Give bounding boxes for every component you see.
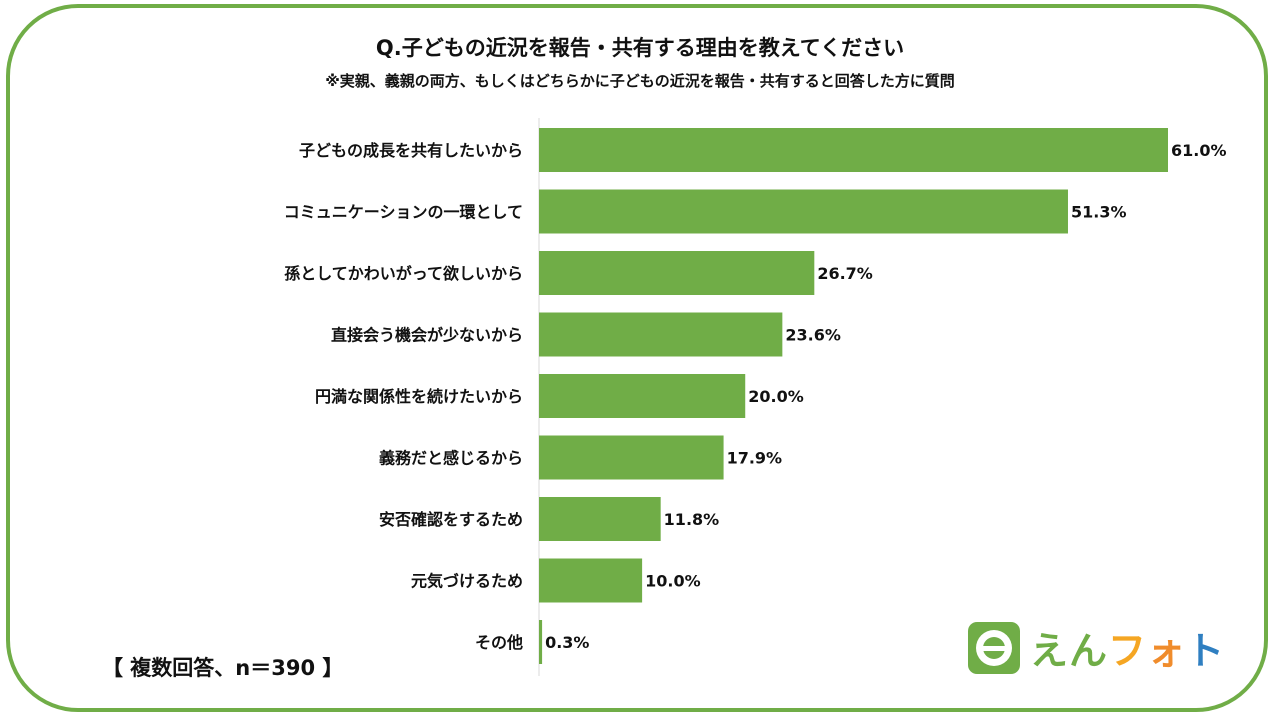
rounded-frame (6, 4, 1268, 712)
bar (539, 251, 815, 295)
chart-subtitle: ※実親、義親の両方、もしくはどちらかに子どもの近況を報告・共有すると回答した方に… (325, 72, 955, 90)
value-label: 61.0% (1171, 141, 1227, 160)
value-label: 26.7% (817, 264, 873, 283)
bar (539, 497, 661, 541)
bar (539, 558, 643, 603)
bar (539, 312, 783, 357)
sample-note: 【 複数回答、n＝390 】 (102, 656, 344, 680)
value-label: 20.0% (748, 387, 804, 406)
bar (539, 374, 746, 418)
value-label: 11.8% (664, 510, 720, 529)
logo-e-icon (968, 621, 1020, 674)
category-label: 義務だと感じるから (379, 449, 523, 468)
enphoto-logo: えんフォト (968, 620, 1225, 675)
bar (539, 128, 1168, 172)
bar (539, 435, 724, 480)
chart-title: Q.子どもの近況を報告・共有する理由を教えてください (375, 36, 905, 60)
category-label: 円満な関係性を続けたいから (315, 387, 523, 406)
category-label: その他 (475, 633, 523, 652)
value-label: 10.0% (645, 572, 701, 591)
category-label: コミュニケーションの一環として (284, 203, 523, 222)
logo-char: ん (1069, 629, 1109, 673)
logo-char: ォ (1147, 629, 1187, 673)
bar (539, 189, 1068, 234)
bar (539, 620, 543, 664)
logo-char: え (1030, 629, 1070, 673)
logo-char: ト (1186, 629, 1226, 673)
value-label: 17.9% (727, 449, 783, 468)
category-label: 子どもの成長を共有したいから (299, 141, 523, 160)
value-label: 51.3% (1071, 203, 1127, 222)
category-label: 直接会う機会が少ないから (331, 326, 523, 345)
category-label: 安否確認をするため (379, 510, 523, 529)
category-label: 孫としてかわいがって欲しいから (284, 264, 523, 283)
logo-char: フ (1108, 629, 1148, 673)
category-label: 元気づけるため (411, 572, 523, 591)
value-label: 0.3% (545, 633, 589, 652)
value-label: 23.6% (785, 326, 841, 345)
logo-wordmark: えんフォト (1030, 620, 1225, 675)
